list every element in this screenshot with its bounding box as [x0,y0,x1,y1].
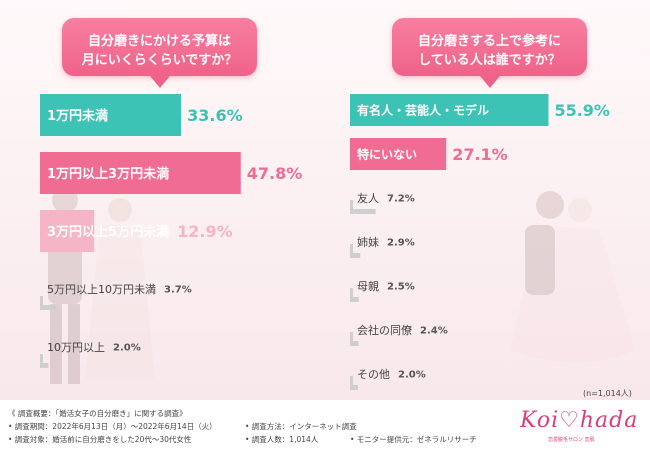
survey-target: • 調査対象：婚活前に自分磨きをした20代～30代女性 [8,435,192,444]
bubble-tail [149,76,170,88]
logo-subtext: 恋愛脱毛サロン 恋肌 [548,437,595,443]
bar [350,341,359,346]
survey-count: • 調査人数：1,014人 [245,435,319,444]
bar [350,209,376,214]
bar-stub [350,288,353,302]
category-label: 特にいない [357,147,417,162]
category-label: 友人 [357,191,379,205]
value-label: 55.9% [554,101,610,120]
bar-stub [40,354,43,368]
category-label: 母親 [357,280,379,293]
category-label: 10万円以上 [47,341,105,354]
bar-stub [40,296,43,310]
question-right-line2: している人は誰ですか？ [418,53,561,68]
survey-summary: 《 調査概要：「婚活女子の自分磨き」に関する調査》 [8,409,187,418]
bar [350,138,447,170]
bar [40,94,182,136]
value-label: 2.0% [113,342,141,353]
logo-text: Koi♡hada [520,408,639,433]
couple-right-illustration [510,191,635,363]
value-label: 2.9% [387,237,415,248]
category-label: 有名人・芸能人・モデル [357,103,489,118]
question-left-line2: 月にいくらくらいですか？ [81,53,238,68]
bar-stub [350,244,353,258]
category-label: 会社の同僚 [357,323,412,337]
value-label: 33.6% [187,106,243,125]
bar [350,253,361,258]
category-label: 1万円未満 [47,108,108,124]
survey-period: • 調査期間：2022年6月13日（月）～2022年6月14日（火） [8,422,217,431]
value-label: 7.2% [387,193,415,204]
budget-bar-chart: 1万円未満 33.6% 1万円以上3万円未満 47.8% 3万円以上5万円未満 12.9%… [40,94,610,390]
survey-provider: • モニター提供元：ゼネラルリサーチ [350,435,477,444]
category-label: 5万円以上10万円未満 [47,283,156,296]
value-label: 27.1% [452,145,508,164]
value-label: 12.9% [177,222,233,241]
survey-footer: 《 調査概要：「婚活女子の自分磨き」に関する調査》 • 調査期間：2022年6月… [0,402,650,450]
bar [40,363,49,368]
value-label: 3.7% [164,284,192,295]
survey-method: • 調査方法：インターネット調査 [245,422,357,431]
bar [40,210,95,252]
category-label: 3万円以上5万円未満 [47,224,169,240]
bar-stub [350,200,353,214]
question-left-line1: 自分磨きにかける予算は [87,34,231,49]
question-bubble-right: 自分磨きする上で参考に している人は誰ですか？ [392,18,587,88]
bar [350,297,359,302]
bar [350,94,549,126]
value-label: 47.8% [247,164,303,183]
category-label: 姉妹 [357,235,379,249]
bubble-tail [479,76,500,88]
bar [350,385,358,390]
category-label: その他 [357,368,390,381]
value-label: 2.5% [387,281,415,292]
value-label: 2.4% [420,325,448,336]
category-label: 1万円以上3万円未満 [47,166,169,182]
sample-size-note: (n=1,014人) [583,389,632,398]
bar-stub [350,376,353,390]
question-right-line1: 自分磨きする上で参考に [417,34,561,49]
question-bubble-left: 自分磨きにかける予算は 月にいくらくらいですか？ [62,18,257,88]
bar [40,305,56,310]
koihada-logo: Koi♡hada 恋愛脱毛サロン 恋肌 [520,408,640,448]
bar [40,152,241,194]
bar-stub [350,332,353,346]
value-label: 2.0% [398,369,426,380]
